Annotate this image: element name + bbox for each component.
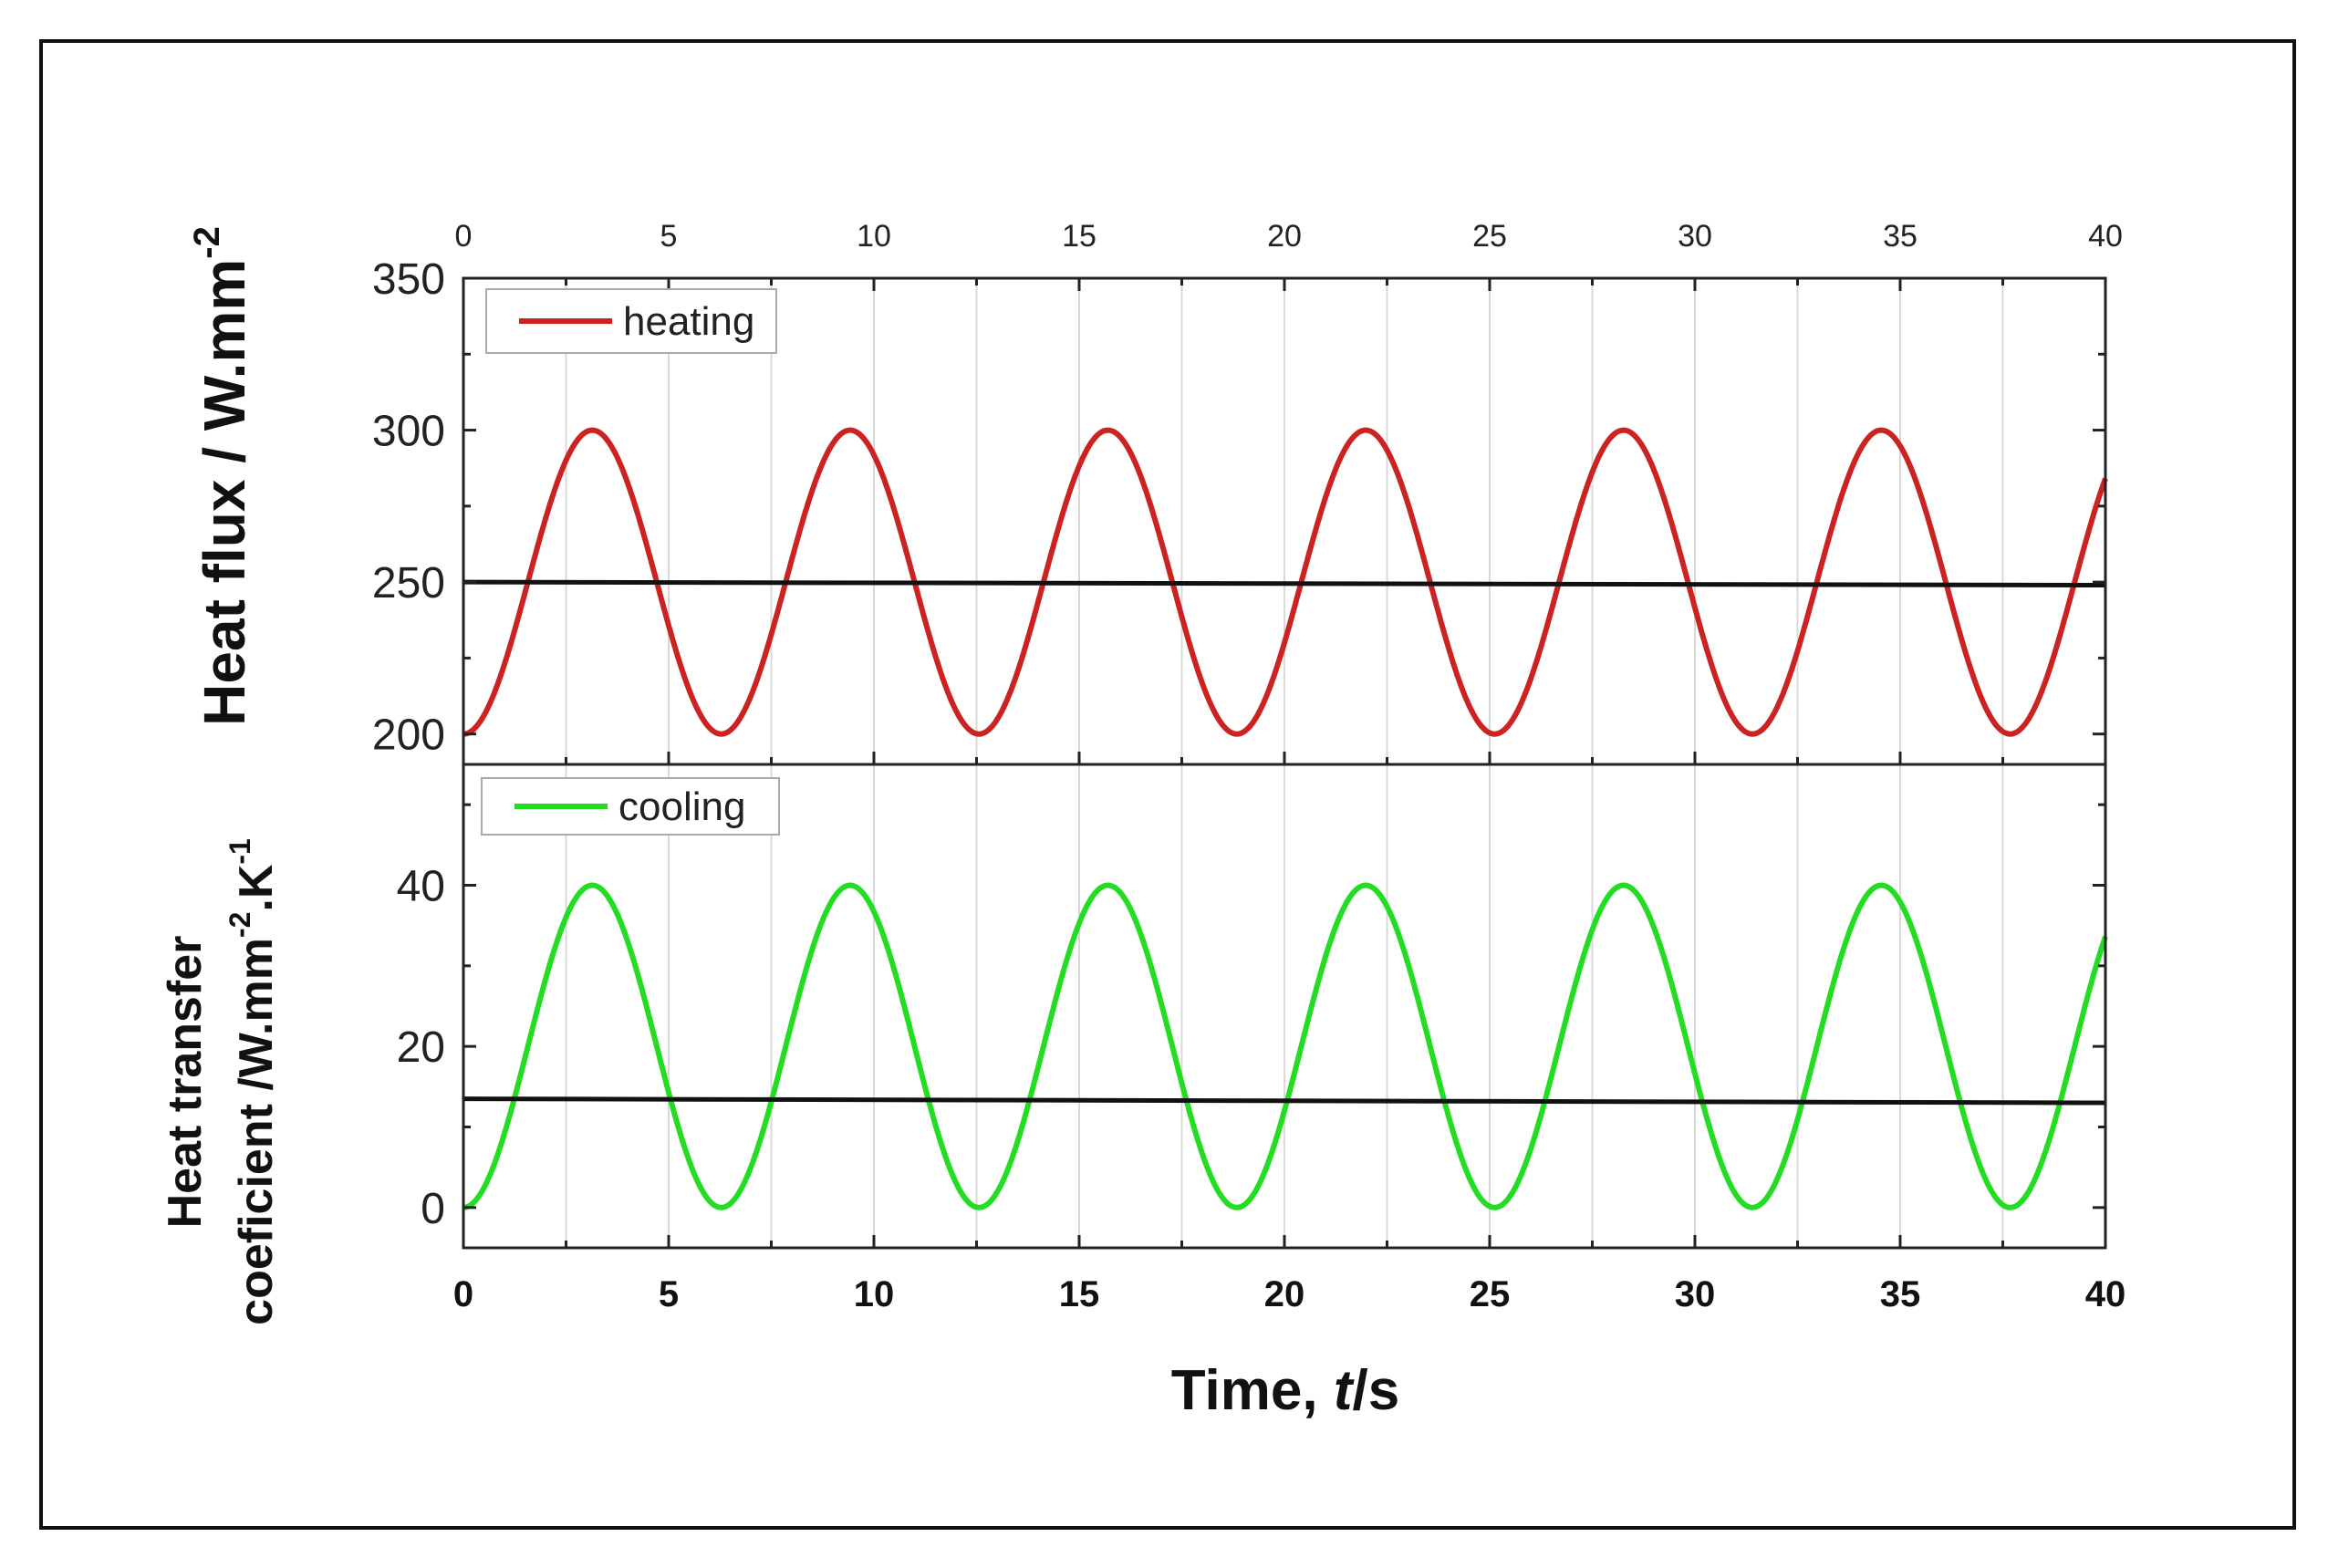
cooling-mean-line xyxy=(462,1096,2106,1106)
top-y-tick-label: 200 xyxy=(372,711,445,760)
top-y-axis-title: Heat flux / W.mm-2 xyxy=(187,226,257,726)
figure-frame xyxy=(39,39,2296,1530)
bottom-x-tick-label: 35 xyxy=(1880,1274,1921,1314)
top-y-axis-title-sup: -2 xyxy=(187,226,227,259)
bottom-x-tick-label: 40 xyxy=(2085,1274,2126,1314)
x-axis-title-prefix: Time, xyxy=(1171,1359,1334,1422)
top-x-tick-label: 20 xyxy=(1267,219,1302,254)
bottom-y-tick-label: 0 xyxy=(421,1185,445,1233)
top-x-tick-label: 0 xyxy=(455,219,473,254)
top-x-tick-label: 5 xyxy=(660,219,678,254)
heating-legend-label: heating xyxy=(623,299,754,344)
bottom-y-axis-title-line1: Heat transfer xyxy=(159,936,212,1229)
top-y-axis-title-text: Heat flux / W.mm xyxy=(192,259,257,726)
bottom-y-axis-title-line2-text: coeficient /W.mm xyxy=(230,938,283,1325)
bottom-x-tick-label: 10 xyxy=(854,1274,895,1314)
legend-layer: heating cooling xyxy=(481,288,780,836)
bottom-x-tick-label: 5 xyxy=(659,1274,679,1314)
bottom-y-axis-title-sup1: -2 xyxy=(223,912,256,938)
grid-layer xyxy=(565,278,2004,1248)
cooling-legend-label: cooling xyxy=(618,784,745,829)
heating-series-line xyxy=(462,427,2108,737)
x-axis-title-suffix: /s xyxy=(1352,1359,1399,1422)
top-x-tick-label: 40 xyxy=(2088,219,2123,254)
bottom-x-tick-label: 30 xyxy=(1675,1274,1716,1314)
bottom-y-axis-title-sup2: -1 xyxy=(223,838,256,864)
heating-mean-line xyxy=(462,579,2106,587)
top-x-tick-label: 15 xyxy=(1062,219,1096,254)
ticks-layer xyxy=(462,276,2107,1248)
bottom-x-tick-label: 25 xyxy=(1470,1274,1511,1314)
cooling-series-line xyxy=(462,882,2108,1210)
x-axis-title: Time, t/s xyxy=(1171,1359,1399,1422)
bottom-y-axis-title-mid: .K xyxy=(230,864,283,911)
bottom-y-axis-title-line2: coeficient /W.mm-2.K-1 xyxy=(223,838,283,1325)
x-axis-title-italic: t xyxy=(1334,1359,1355,1422)
bottom-x-tick-label: 20 xyxy=(1264,1274,1305,1314)
series-layer xyxy=(462,427,2108,1210)
tick-labels-layer: 0 5 10 15 20 25 30 35 400 5 10 15 20 25 30 35 4020025030… xyxy=(372,219,2125,1314)
bottom-x-tick-label: 15 xyxy=(1059,1274,1100,1314)
top-y-tick-label: 350 xyxy=(372,255,445,304)
top-x-tick-label: 35 xyxy=(1883,219,1917,254)
bottom-x-tick-label: 0 xyxy=(453,1274,473,1314)
bottom-y-tick-label: 20 xyxy=(397,1023,445,1072)
top-x-tick-label: 25 xyxy=(1472,219,1507,254)
top-x-tick-label: 30 xyxy=(1678,219,1712,254)
top-y-tick-label: 250 xyxy=(372,559,445,607)
bottom-y-axis-title-line1-text: Heat transfer xyxy=(159,936,212,1229)
top-x-tick-label: 10 xyxy=(857,219,891,254)
top-y-tick-label: 300 xyxy=(372,408,445,456)
bottom-y-tick-label: 40 xyxy=(397,863,445,911)
